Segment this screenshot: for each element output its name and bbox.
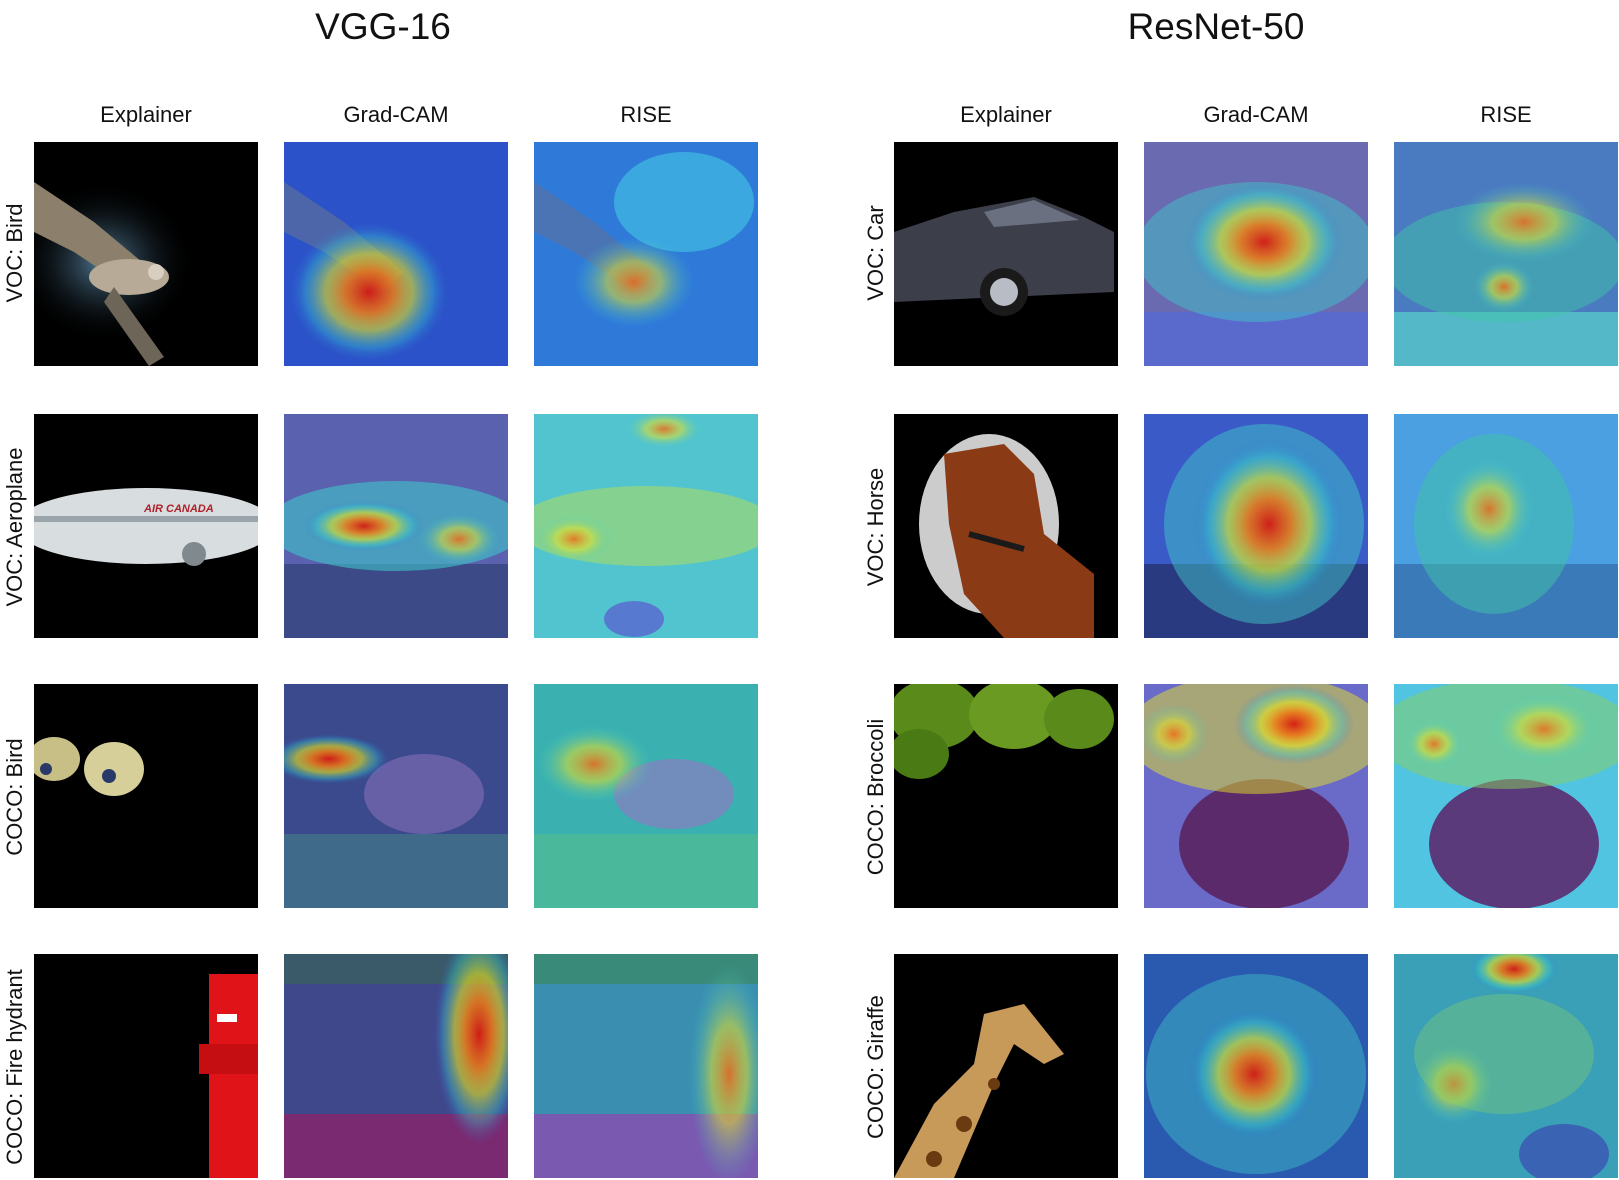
- panel-title-resnet50: ResNet-50: [1127, 6, 1305, 47]
- rise-heatmap-voc-car: [1394, 142, 1618, 366]
- row-label-voc-car: VOC: Car: [863, 205, 888, 301]
- airplane-livery-text: AIR CANADA: [143, 503, 214, 515]
- col-label-rise: RISE: [1480, 102, 1532, 127]
- row-label-voc-bird: VOC: Bird: [2, 203, 27, 303]
- rise-heatmap-voc-aeroplane: [534, 414, 758, 638]
- col-label-explainer: Explainer: [100, 102, 192, 127]
- col-label-gradcam: Grad-CAM: [1203, 102, 1309, 127]
- gradcam-heatmap-voc-car: [1144, 142, 1368, 366]
- col-label-rise: RISE: [620, 102, 672, 127]
- explainer-image-coco-giraffe: [894, 954, 1118, 1178]
- explainer-image-coco-bird: [34, 684, 258, 908]
- row-label-voc-aeroplane: VOC: Aeroplane: [2, 447, 27, 607]
- col-label-explainer: Explainer: [960, 102, 1052, 127]
- rise-heatmap-coco-broccoli: [1394, 684, 1618, 908]
- panel-title-vgg16: VGG-16: [315, 6, 451, 47]
- gradcam-heatmap-voc-aeroplane: [284, 414, 508, 638]
- row-label-coco-fire-hydrant: COCO: Fire hydrant: [2, 969, 27, 1165]
- gradcam-heatmap-voc-horse: [1144, 414, 1368, 638]
- gradcam-heatmap-coco-bird: [284, 684, 508, 908]
- col-label-gradcam: Grad-CAM: [343, 102, 449, 127]
- explainer-image-voc-car: [894, 142, 1118, 366]
- explainer-image-voc-aeroplane: AIR CANADA: [34, 414, 258, 638]
- row-label-coco-bird: COCO: Bird: [2, 738, 27, 856]
- gradcam-heatmap-coco-broccoli: [1144, 684, 1368, 908]
- rise-heatmap-voc-horse: [1394, 414, 1618, 638]
- explainer-image-coco-fire-hydrant: [34, 954, 258, 1178]
- row-label-coco-broccoli: COCO: Broccoli: [863, 718, 888, 876]
- rise-heatmap-coco-fire-hydrant: [534, 954, 758, 1178]
- rise-heatmap-coco-giraffe: [1394, 954, 1618, 1178]
- row-label-voc-horse: VOC: Horse: [863, 467, 888, 587]
- explainer-image-voc-bird: [34, 142, 258, 366]
- explainer-image-voc-horse: [894, 414, 1118, 638]
- rise-heatmap-voc-bird: [534, 142, 758, 366]
- explainer-image-coco-broccoli: [894, 684, 1118, 908]
- gradcam-heatmap-voc-bird: [284, 142, 508, 366]
- gradcam-heatmap-coco-fire-hydrant: [284, 954, 508, 1178]
- rise-heatmap-coco-bird: [534, 684, 758, 908]
- row-label-coco-giraffe: COCO: Giraffe: [863, 995, 888, 1139]
- gradcam-heatmap-coco-giraffe: [1144, 954, 1368, 1178]
